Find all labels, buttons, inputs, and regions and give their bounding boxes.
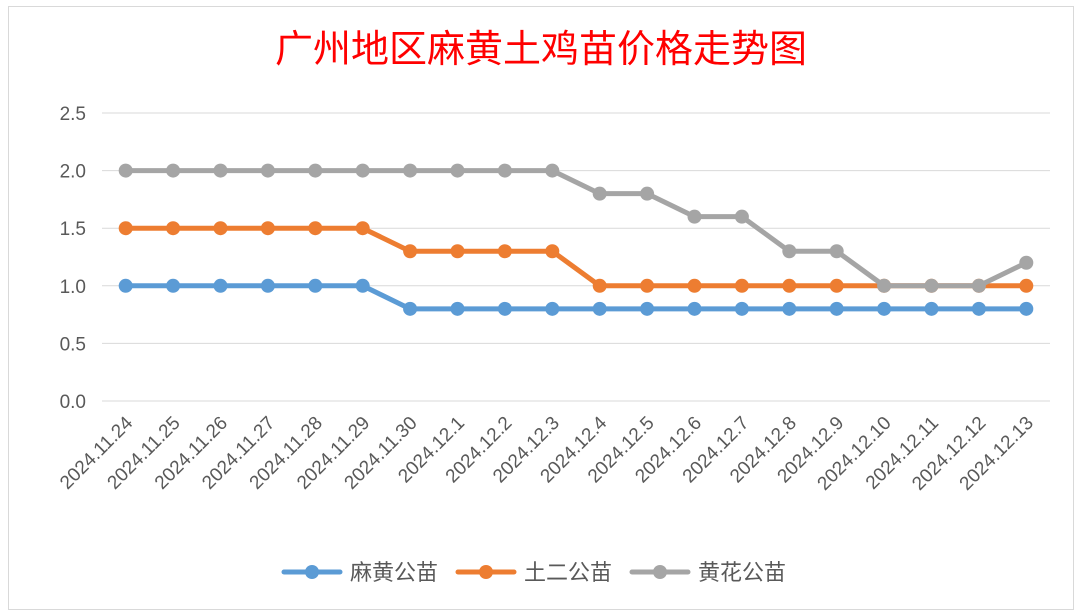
data-point (640, 301, 655, 316)
legend-item: 麻黄公苗 (281, 561, 438, 586)
legend-marker (653, 565, 667, 579)
data-point (877, 278, 892, 293)
data-point (166, 221, 181, 236)
data-point (971, 301, 986, 316)
data-point (971, 278, 986, 293)
data-point (592, 186, 607, 201)
data-point (213, 278, 228, 293)
data-point (924, 301, 939, 316)
y-tick-label: 1.5 (60, 219, 86, 240)
data-point (497, 163, 512, 178)
data-point (403, 163, 418, 178)
data-point (308, 221, 323, 236)
series-1 (118, 278, 1034, 316)
x-axis-ticks: 2024.11.242024.11.252024.11.262024.11.27… (56, 412, 1038, 494)
gridlines (102, 112, 1050, 402)
y-axis-ticks: 0.0 0.5 1.0 1.5 2.0 2.5 (60, 104, 86, 413)
data-point (118, 221, 133, 236)
data-point (355, 278, 370, 293)
y-tick-label: 0.5 (60, 334, 86, 355)
data-point (118, 163, 133, 178)
data-point (829, 278, 844, 293)
data-point (260, 221, 275, 236)
data-point (450, 301, 465, 316)
data-point (545, 244, 560, 259)
data-point (166, 163, 181, 178)
data-point (592, 301, 607, 316)
data-point (213, 163, 228, 178)
data-point (734, 209, 749, 224)
data-point (782, 244, 797, 259)
data-point (213, 221, 228, 236)
series-group (118, 163, 1034, 316)
data-point (166, 278, 181, 293)
legend-label: 麻黄公苗 (350, 561, 438, 586)
data-point (308, 278, 323, 293)
chart-title: 广州地区麻黄土鸡苗价格走势图 (275, 27, 807, 71)
data-point (877, 301, 892, 316)
data-point (403, 301, 418, 316)
data-point (734, 301, 749, 316)
legend-label: 黄花公苗 (698, 561, 786, 586)
data-point (782, 301, 797, 316)
data-point (497, 244, 512, 259)
legend: 麻黄公苗 土二公苗 黄花公苗 (281, 561, 786, 586)
y-tick-label: 2.0 (60, 162, 86, 183)
data-point (497, 301, 512, 316)
legend-label: 土二公苗 (524, 561, 612, 586)
data-point (308, 163, 323, 178)
data-point (1019, 301, 1034, 316)
y-tick-label: 2.5 (60, 104, 86, 125)
series-2 (118, 221, 1034, 293)
data-point (118, 278, 133, 293)
data-point (592, 278, 607, 293)
legend-marker (479, 565, 493, 579)
data-point (640, 186, 655, 201)
data-point (829, 301, 844, 316)
data-point (260, 163, 275, 178)
data-point (1019, 278, 1034, 293)
y-tick-label: 1.0 (60, 277, 86, 298)
data-point (734, 278, 749, 293)
data-point (687, 209, 702, 224)
data-point (450, 163, 465, 178)
data-point (260, 278, 275, 293)
data-point (640, 278, 655, 293)
data-point (687, 278, 702, 293)
legend-item: 土二公苗 (455, 561, 612, 586)
data-point (687, 301, 702, 316)
data-point (450, 244, 465, 259)
legend-item: 黄花公苗 (629, 561, 786, 586)
series-line (123, 168, 1029, 289)
data-point (355, 221, 370, 236)
data-point (545, 301, 560, 316)
series-3 (118, 163, 1034, 293)
data-point (782, 278, 797, 293)
data-point (924, 278, 939, 293)
data-point (545, 163, 560, 178)
y-tick-label: 0.0 (60, 392, 86, 413)
data-point (1019, 255, 1034, 270)
data-point (829, 244, 844, 259)
legend-marker (305, 565, 319, 579)
series-line (123, 283, 1029, 312)
data-point (403, 244, 418, 259)
data-point (355, 163, 370, 178)
series-line (123, 225, 1029, 289)
